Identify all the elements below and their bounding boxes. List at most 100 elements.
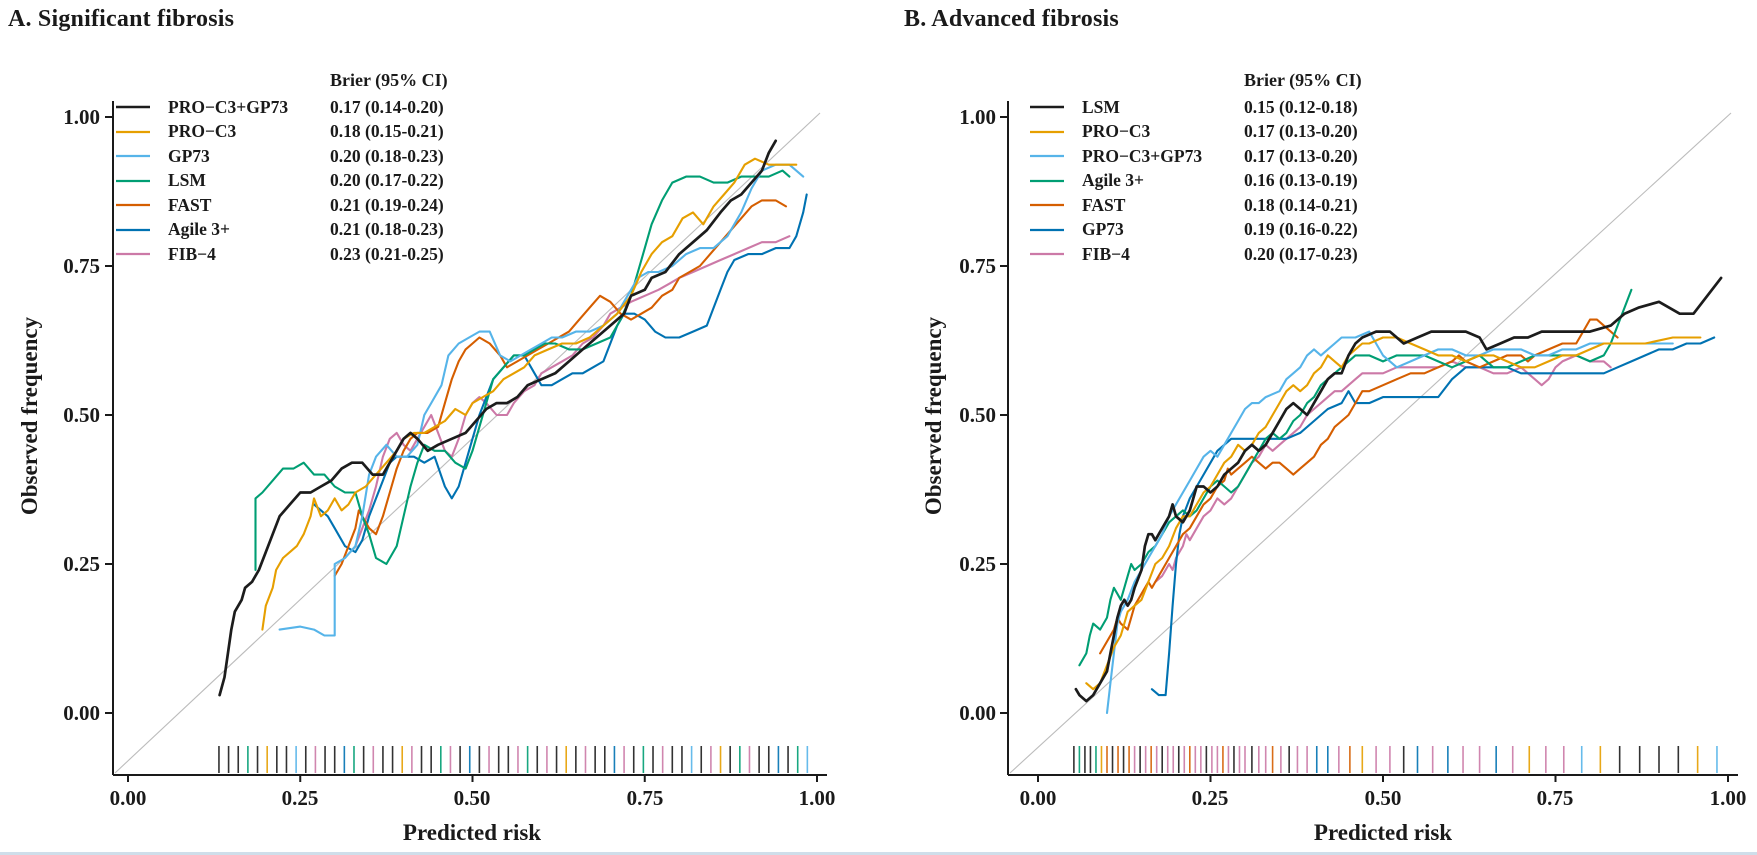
- legend-swatch: [116, 130, 150, 133]
- legend-item: FIB−4 0.20 (0.17-0.23): [1030, 242, 1362, 267]
- legend-series-name: PRO−C3+GP73: [168, 96, 289, 117]
- legend-swatch: [116, 179, 150, 182]
- legend-item: FAST 0.18 (0.14-0.21): [1030, 193, 1362, 218]
- legend-brier-value: 0.18 (0.15-0.21): [330, 121, 444, 142]
- series-line-fib-4: [1154, 354, 1612, 583]
- legend-swatch: [1030, 155, 1064, 158]
- legend-swatch: [116, 253, 150, 256]
- legend-swatch: [116, 105, 150, 109]
- y-axis-title: Observed frequency: [17, 316, 42, 516]
- x-axis-title: Predicted risk: [1313, 820, 1453, 845]
- legend-brier-value: 0.20 (0.17-0.23): [1244, 243, 1358, 264]
- legend-swatch: [1030, 130, 1064, 133]
- legend-swatch: [1030, 228, 1064, 231]
- legend-item: PRO−C3+GP73 0.17 (0.13-0.20): [1030, 144, 1362, 169]
- legend-brier-value: 0.21 (0.18-0.23): [330, 219, 444, 240]
- panel-significant-fibrosis: A. Significant fibrosis 1.00 0.75 0.50 0…: [0, 0, 878, 855]
- legend-item: GP73 0.20 (0.18-0.23): [116, 144, 448, 169]
- series-line-lsm: [1074, 276, 1723, 703]
- series-line-pro-c3plusgp73: [1105, 330, 1674, 715]
- x-tick-label: 0.50: [453, 786, 491, 810]
- legend-item: Agile 3+ 0.16 (0.13-0.19): [1030, 169, 1362, 194]
- legend-swatch: [1030, 253, 1064, 256]
- legend-series-name: FIB−4: [168, 243, 216, 264]
- legend-series-name: Agile 3+: [168, 219, 230, 240]
- y-tick-label: 0.50: [63, 403, 100, 427]
- legend-swatch: [116, 155, 150, 158]
- legend-brier-value: 0.18 (0.14-0.21): [1244, 194, 1358, 215]
- legend-series-name: LSM: [168, 170, 206, 191]
- x-axis-title: Predicted risk: [402, 820, 542, 845]
- series-line-pro-c3: [261, 157, 798, 631]
- diagonal-reference-line: [1009, 112, 1732, 774]
- panel-title: A. Significant fibrosis: [8, 6, 235, 32]
- legend-series-name: LSM: [1082, 96, 1120, 117]
- legend-item: FIB−4 0.23 (0.21-0.25): [116, 242, 448, 267]
- legend-item: FAST 0.21 (0.19-0.24): [116, 193, 448, 218]
- bottom-edge-strip: [0, 852, 1757, 855]
- legend-brier-value: 0.20 (0.18-0.23): [330, 145, 444, 166]
- y-tick-label: 0.00: [63, 701, 100, 725]
- legend-series-name: PRO−C3: [168, 121, 237, 142]
- legend-item: PRO−C3 0.17 (0.13-0.20): [1030, 120, 1362, 145]
- series-line-gp73: [1150, 336, 1716, 697]
- x-tick-label: 1.00: [1709, 786, 1747, 810]
- plot-svg-b: [1000, 101, 1738, 782]
- legend-brier-value: 0.19 (0.16-0.22): [1244, 219, 1358, 240]
- legend-brier-value: 0.23 (0.21-0.25): [330, 243, 444, 264]
- legend-series-name: FIB−4: [1082, 243, 1130, 264]
- x-tick-label: 1.00: [798, 786, 836, 810]
- legend-swatch: [116, 228, 150, 231]
- legend-item: PRO−C3 0.18 (0.15-0.21): [116, 120, 448, 145]
- x-tick-label: 0.50: [1364, 786, 1402, 810]
- x-tick-label: 0.25: [1191, 786, 1229, 810]
- legend-item: LSM 0.20 (0.17-0.22): [116, 169, 448, 194]
- legend-item: Agile 3+ 0.21 (0.18-0.23): [116, 218, 448, 243]
- y-tick-label: 0.75: [63, 254, 100, 278]
- series-line-pro-c3: [1085, 336, 1702, 691]
- y-tick-label: 0.75: [959, 254, 996, 278]
- legend-series-name: FAST: [168, 194, 212, 215]
- legend-brier-value: 0.15 (0.12-0.18): [1244, 96, 1358, 117]
- legend-series-name: PRO−C3+GP73: [1082, 145, 1203, 166]
- panel-title: B. Advanced fibrosis: [904, 6, 1119, 32]
- series-line-gp73: [278, 163, 805, 637]
- legend-swatch: [1030, 204, 1064, 207]
- plot-svg-a: [105, 101, 827, 782]
- legend-brier-value: 0.20 (0.17-0.22): [330, 170, 444, 191]
- legend: Brier (95% CI) PRO−C3+GP73 0.17 (0.14-0.…: [116, 70, 448, 267]
- legend-series-name: PRO−C3: [1082, 121, 1151, 142]
- series-line-fast: [1099, 318, 1619, 655]
- legend-series-name: FAST: [1082, 194, 1126, 215]
- legend-brier-value: 0.17 (0.14-0.20): [330, 96, 444, 117]
- legend-item: GP73 0.19 (0.16-0.22): [1030, 218, 1362, 243]
- legend: Brier (95% CI) LSM 0.15 (0.12-0.18) PRO−…: [1030, 70, 1362, 267]
- legend-brier-value: 0.17 (0.13-0.20): [1244, 121, 1358, 142]
- series-line-fast: [333, 199, 788, 577]
- legend-brier-value: 0.17 (0.13-0.20): [1244, 145, 1358, 166]
- legend-swatch: [116, 204, 150, 207]
- y-tick-label: 0.00: [959, 701, 996, 725]
- series-line-lsm: [254, 169, 791, 572]
- legend-header: Brier (95% CI): [330, 70, 448, 90]
- y-tick-label: 1.00: [959, 105, 996, 129]
- panel-advanced-fibrosis: B. Advanced fibrosis 1.00 0.75 0.50 0.25…: [878, 0, 1756, 855]
- y-tick-label: 1.00: [63, 105, 100, 129]
- legend-series-name: Agile 3+: [1082, 170, 1144, 191]
- y-axis-title: Observed frequency: [921, 316, 946, 516]
- legend-series-name: GP73: [168, 145, 210, 166]
- legend-header: Brier (95% CI): [1244, 70, 1362, 90]
- legend-item: LSM 0.15 (0.12-0.18): [1030, 95, 1362, 120]
- legend-brier-value: 0.21 (0.19-0.24): [330, 194, 444, 215]
- x-tick-label: 0.00: [1019, 786, 1057, 810]
- legend-series-name: GP73: [1082, 219, 1124, 240]
- legend-swatch: [1030, 179, 1064, 182]
- legend-swatch: [1030, 105, 1064, 109]
- x-tick-label: 0.75: [1536, 786, 1574, 810]
- series-line-agile-3plus: [1078, 288, 1633, 667]
- y-tick-label: 0.25: [63, 552, 100, 576]
- x-tick-label: 0.75: [626, 786, 664, 810]
- legend-item: PRO−C3+GP73 0.17 (0.14-0.20): [116, 95, 448, 120]
- y-tick-label: 0.50: [959, 403, 996, 427]
